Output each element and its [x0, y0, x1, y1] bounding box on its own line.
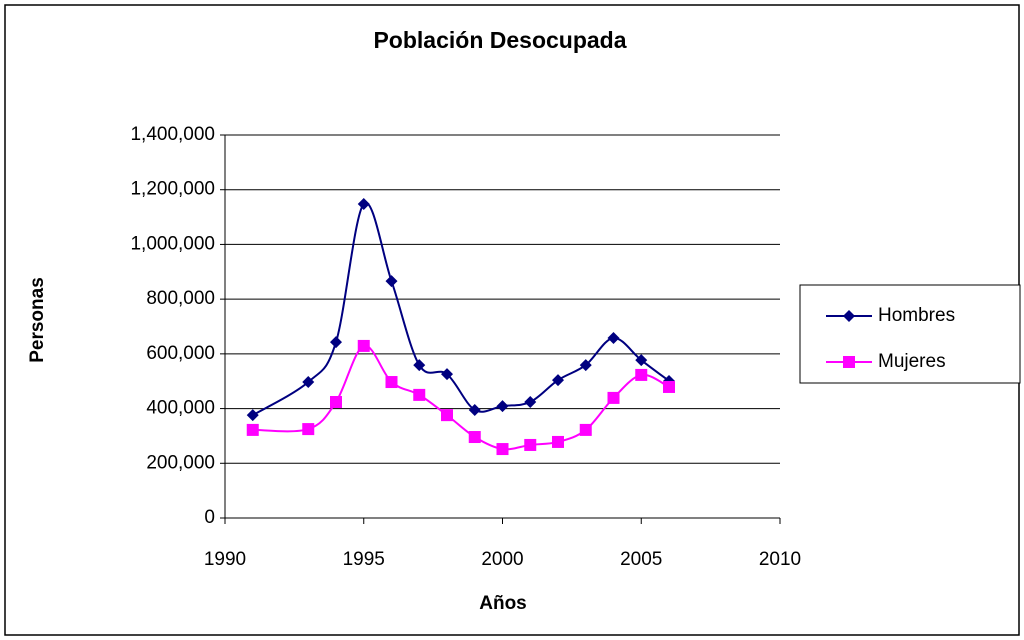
marker: [552, 374, 564, 387]
legend-label: Hombres: [878, 305, 955, 326]
y-tick-label: 600,000: [146, 343, 215, 364]
marker: [843, 356, 855, 368]
y-tick-label: 1,400,000: [130, 124, 215, 145]
x-tick-label: 2000: [481, 549, 523, 570]
marker: [496, 443, 509, 456]
marker: [524, 438, 537, 451]
marker: [579, 423, 592, 436]
marker: [663, 380, 675, 393]
marker: [330, 396, 342, 409]
y-tick-label: 1,200,000: [130, 179, 215, 200]
chart-title: Población Desocupada: [373, 27, 626, 53]
marker: [468, 403, 481, 416]
y-axis-label: Personas: [27, 277, 48, 363]
marker: [246, 423, 259, 436]
legend-box: [799, 284, 1021, 384]
marker: [496, 400, 509, 413]
marker: [552, 435, 564, 448]
marker: [330, 336, 342, 349]
marker: [413, 359, 426, 372]
marker: [468, 431, 481, 444]
marker: [441, 409, 453, 422]
y-tick-label: 1,000,000: [130, 233, 215, 254]
marker: [579, 359, 592, 372]
x-axis-label: Años: [479, 593, 527, 614]
marker: [635, 354, 648, 367]
y-tick-label: 800,000: [146, 288, 215, 309]
marker: [302, 423, 315, 436]
marker: [385, 275, 398, 288]
x-tick-label: 1990: [204, 549, 246, 570]
x-tick-label: 2005: [620, 549, 662, 570]
marker: [843, 310, 855, 322]
marker: [635, 368, 648, 381]
marker: [524, 396, 537, 409]
x-tick-label: 2010: [759, 549, 801, 570]
marker: [607, 391, 620, 404]
series-line: [252, 201, 670, 416]
marker: [357, 339, 370, 352]
legend-label: Mujeres: [878, 351, 946, 372]
marker: [607, 331, 620, 344]
marker: [357, 197, 370, 210]
y-tick-label: 0: [204, 507, 215, 528]
marker: [385, 376, 398, 389]
x-tick-label: 1995: [343, 549, 385, 570]
marker: [302, 376, 315, 389]
marker: [413, 388, 426, 401]
marker: [441, 368, 453, 381]
y-tick-label: 400,000: [146, 398, 215, 419]
y-tick-label: 200,000: [146, 452, 215, 473]
marker: [246, 409, 259, 422]
